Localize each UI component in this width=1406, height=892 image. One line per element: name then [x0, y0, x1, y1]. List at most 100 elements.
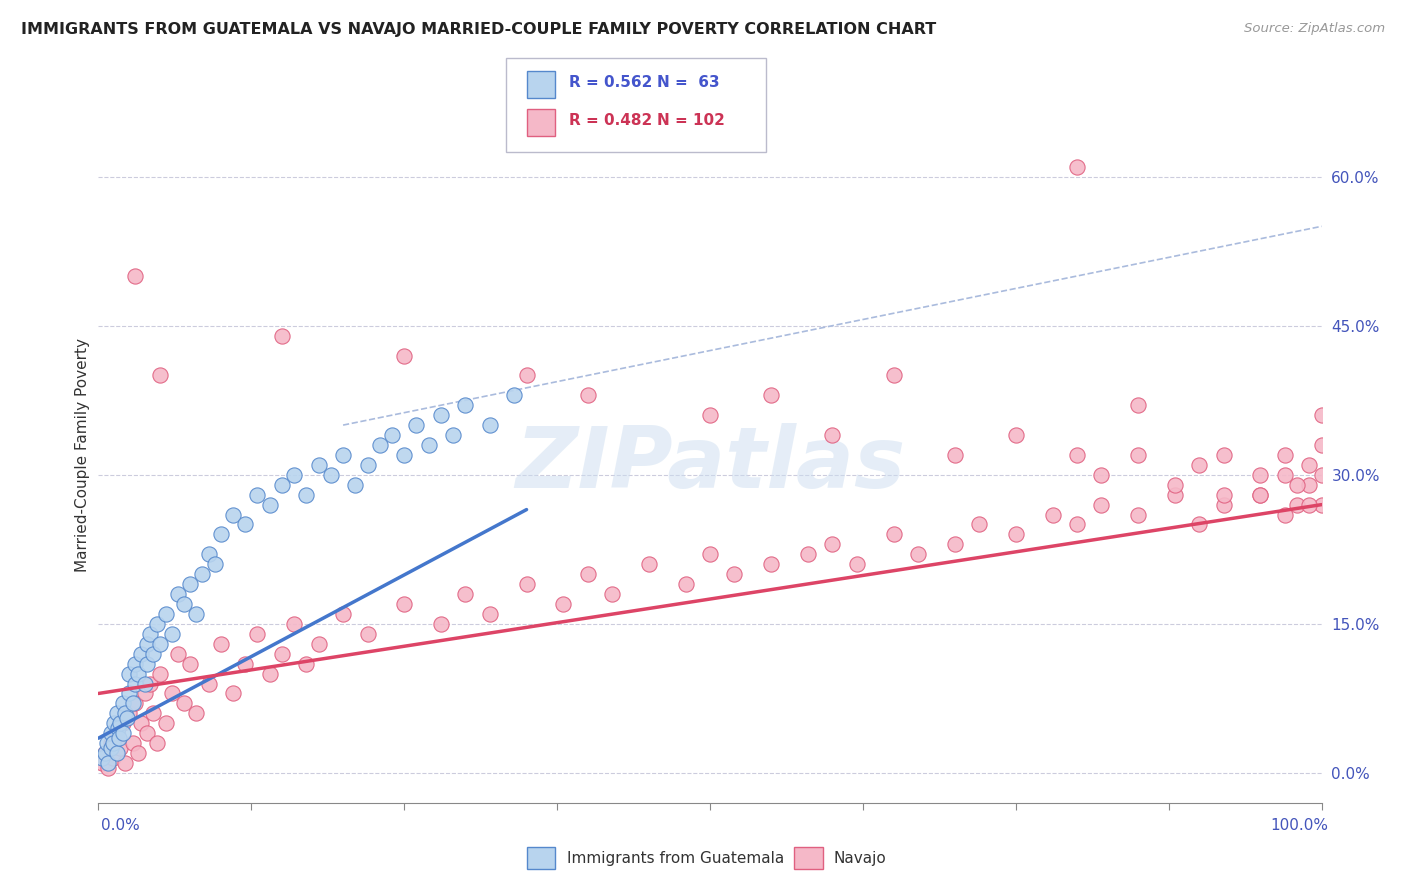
- Point: [723, 567, 745, 582]
- Point: [553, 597, 575, 611]
- Point: [124, 657, 146, 671]
- Point: [1066, 160, 1088, 174]
- Point: [149, 368, 172, 383]
- Point: [478, 607, 501, 621]
- Point: [1274, 508, 1296, 522]
- Text: ZIPatlas: ZIPatlas: [515, 424, 905, 507]
- Point: [111, 697, 134, 711]
- Point: [1090, 467, 1112, 482]
- Text: Source: ZipAtlas.com: Source: ZipAtlas.com: [1244, 22, 1385, 36]
- Point: [118, 666, 141, 681]
- Point: [103, 716, 125, 731]
- Point: [142, 706, 165, 721]
- Point: [149, 666, 172, 681]
- Point: [821, 428, 844, 442]
- Text: R = 0.562: R = 0.562: [569, 76, 652, 90]
- Point: [761, 558, 783, 572]
- Point: [155, 607, 177, 621]
- Point: [967, 517, 990, 532]
- Point: [319, 467, 342, 482]
- Point: [139, 627, 162, 641]
- Point: [1310, 467, 1333, 482]
- Text: N = 102: N = 102: [657, 113, 724, 128]
- Point: [93, 746, 115, 760]
- Point: [173, 597, 195, 611]
- Point: [209, 637, 232, 651]
- Point: [222, 686, 245, 700]
- Point: [136, 637, 159, 651]
- Point: [129, 716, 152, 731]
- Point: [110, 716, 132, 731]
- Point: [943, 537, 966, 551]
- Text: N =  63: N = 63: [657, 76, 720, 90]
- Point: [576, 567, 599, 582]
- Point: [167, 647, 190, 661]
- Point: [821, 537, 844, 551]
- Point: [405, 418, 427, 433]
- Point: [91, 751, 114, 765]
- Point: [124, 676, 146, 690]
- Point: [146, 736, 169, 750]
- Point: [167, 587, 190, 601]
- Point: [136, 726, 159, 740]
- Point: [114, 706, 136, 721]
- Point: [124, 697, 146, 711]
- Point: [1004, 428, 1026, 442]
- Point: [139, 676, 162, 690]
- Point: [246, 627, 269, 641]
- Point: [118, 686, 141, 700]
- Point: [124, 268, 146, 283]
- Point: [1128, 398, 1150, 412]
- Point: [1250, 488, 1272, 502]
- Point: [1298, 458, 1320, 472]
- Point: [155, 716, 177, 731]
- Point: [1250, 488, 1272, 502]
- Point: [381, 428, 404, 442]
- Point: [356, 627, 378, 641]
- Point: [368, 438, 391, 452]
- Point: [845, 558, 868, 572]
- Point: [503, 388, 526, 402]
- Point: [1188, 458, 1211, 472]
- Point: [1310, 498, 1333, 512]
- Point: [107, 721, 129, 735]
- Point: [118, 706, 141, 721]
- Point: [1164, 488, 1187, 502]
- Point: [127, 746, 149, 760]
- Point: [441, 428, 464, 442]
- Point: [121, 697, 143, 711]
- Point: [259, 666, 281, 681]
- Point: [1286, 477, 1309, 491]
- Point: [100, 741, 122, 756]
- Point: [270, 477, 294, 491]
- Point: [883, 368, 905, 383]
- Point: [105, 706, 128, 721]
- Point: [209, 527, 232, 541]
- Point: [699, 547, 721, 561]
- Point: [478, 418, 501, 433]
- Point: [93, 746, 115, 760]
- Point: [233, 657, 256, 671]
- Point: [883, 527, 905, 541]
- Point: [136, 657, 159, 671]
- Point: [1212, 488, 1234, 502]
- Point: [134, 686, 156, 700]
- Point: [344, 477, 367, 491]
- Point: [129, 647, 152, 661]
- Point: [127, 666, 149, 681]
- Point: [1212, 498, 1234, 512]
- Point: [100, 726, 122, 740]
- Point: [114, 756, 136, 770]
- Point: [637, 558, 661, 572]
- Point: [295, 488, 318, 502]
- Point: [110, 741, 132, 756]
- Point: [186, 607, 208, 621]
- Point: [356, 458, 378, 472]
- Point: [392, 349, 416, 363]
- Point: [454, 587, 477, 601]
- Point: [101, 751, 124, 765]
- Point: [179, 657, 201, 671]
- Point: [259, 498, 281, 512]
- Point: [283, 616, 305, 631]
- Point: [1090, 498, 1112, 512]
